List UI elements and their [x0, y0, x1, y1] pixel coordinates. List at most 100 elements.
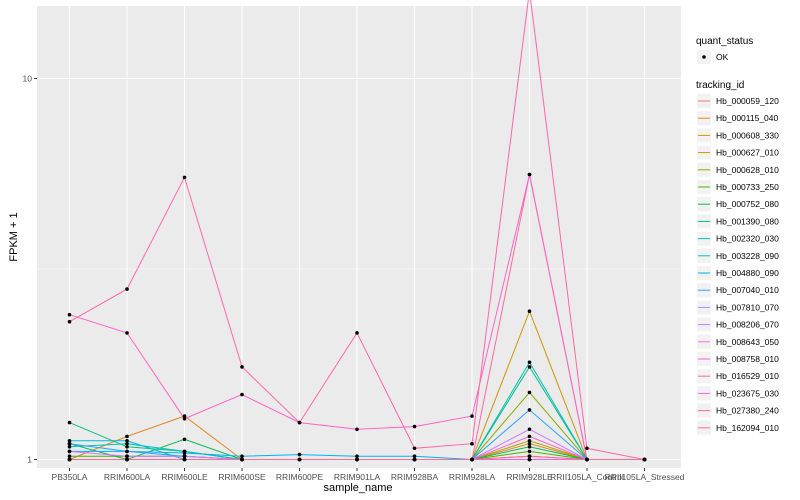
- data-point: [67, 457, 72, 462]
- data-point: [125, 457, 129, 462]
- x-tick-label: RRII105LA_Control: [550, 472, 624, 482]
- legend-title-quant-status: quant_status: [696, 36, 753, 47]
- data-point: [182, 175, 187, 180]
- data-point: [527, 172, 532, 177]
- legend-label-series: Hb_004880_090: [716, 268, 779, 278]
- data-point: [297, 457, 302, 462]
- plot-background: [37, 6, 681, 468]
- data-point: [412, 457, 417, 462]
- legend-label-series: Hb_000608_330: [716, 130, 779, 140]
- data-point: [470, 457, 474, 462]
- data-point: [470, 441, 474, 446]
- data-point: [67, 441, 72, 446]
- y-tick-label: 10: [23, 74, 33, 84]
- data-point: [67, 312, 72, 317]
- data-point: [527, 454, 532, 459]
- legend-label-series: Hb_001390_080: [716, 216, 779, 226]
- data-point: [240, 392, 244, 397]
- legend-label-series: Hb_008758_010: [716, 354, 779, 364]
- data-point: [527, 408, 532, 412]
- data-point: [67, 454, 72, 459]
- data-point: [527, 439, 532, 443]
- data-point: [125, 441, 129, 446]
- x-tick-label: PB350LA: [52, 472, 88, 482]
- data-point: [355, 427, 359, 432]
- legend-label-series: Hb_000115_040: [716, 113, 779, 123]
- legend-label-series: Hb_000627_010: [716, 148, 779, 158]
- data-point: [527, 434, 532, 439]
- data-point: [182, 457, 187, 462]
- data-point: [527, 457, 532, 462]
- data-point: [125, 449, 129, 454]
- data-point: [125, 445, 129, 449]
- data-point: [585, 457, 589, 462]
- data-point: [125, 331, 129, 335]
- data-point: [355, 454, 359, 459]
- legend-label-series: Hb_162094_010: [716, 423, 779, 433]
- data-point: [182, 414, 187, 418]
- legend-label-series: Hb_023675_030: [716, 388, 779, 398]
- data-point: [67, 319, 72, 324]
- data-point: [355, 331, 359, 335]
- data-point: [182, 437, 187, 442]
- data-point: [240, 457, 244, 462]
- legend-title-tracking-id: tracking_id: [696, 80, 744, 91]
- legend-label-series: Hb_000733_250: [716, 182, 779, 192]
- x-tick-label: RRIM600PE: [276, 472, 324, 482]
- x-tick-label: RRIM928BA: [391, 472, 439, 482]
- legend-label-series: Hb_000628_010: [716, 165, 779, 175]
- x-tick-label: RRIM928LA: [449, 472, 496, 482]
- legend-series-entries: Hb_000059_120 Hb_000115_040 Hb_000608_330 H…: [697, 94, 779, 435]
- x-tick-label: RRIM928LE: [506, 472, 553, 482]
- legend-label-series: Hb_007810_070: [716, 302, 779, 312]
- data-point: [527, 449, 532, 454]
- data-point: [527, 365, 532, 369]
- data-point: [67, 449, 72, 454]
- legend: quant_status OK tracking_id Hb_000059_12…: [696, 36, 779, 435]
- data-point: [527, 390, 532, 395]
- x-axis-title: sample_name: [323, 482, 392, 494]
- data-point: [585, 446, 589, 451]
- data-point: [527, 360, 532, 365]
- x-tick-label: RRIM600SE: [218, 472, 266, 482]
- data-point: [412, 454, 417, 459]
- data-point: [67, 439, 72, 443]
- data-point: [182, 416, 187, 421]
- data-point: [527, 427, 532, 432]
- x-axis-ticks: PB350LA RRIM600LA RRIM600LE RRIM600SE RRIM60…: [52, 468, 685, 482]
- legend-label-series: Hb_027380_240: [716, 406, 779, 416]
- x-tick-label: RRIM600LE: [161, 472, 208, 482]
- legend-label-series: Hb_000752_080: [716, 199, 779, 209]
- legend-key-ok-point: [702, 55, 706, 59]
- data-point: [297, 420, 302, 425]
- data-point: [67, 445, 72, 449]
- y-axis-title: FPKM + 1: [8, 212, 20, 261]
- data-point: [527, 441, 532, 446]
- x-tick-label: RRIM901LA: [334, 472, 381, 482]
- legend-label-series: Hb_000059_120: [716, 96, 779, 106]
- legend-label-series: Hb_002320_030: [716, 234, 779, 244]
- y-tick-label: 1: [27, 455, 32, 465]
- data-point: [642, 457, 647, 462]
- data-point: [527, 445, 532, 449]
- x-tick-label: RRII105LA_Stressed: [605, 472, 685, 482]
- data-point: [240, 365, 244, 369]
- data-point: [125, 439, 129, 443]
- data-point: [125, 434, 129, 439]
- data-point: [412, 424, 417, 429]
- legend-label-series: Hb_008643_050: [716, 337, 779, 347]
- legend-label-series: Hb_007040_010: [716, 285, 779, 295]
- legend-label-series: Hb_003228_090: [716, 251, 779, 261]
- data-point: [470, 414, 474, 418]
- y-axis-ticks: 1 10: [23, 74, 37, 465]
- legend-label-series: Hb_016529_010: [716, 371, 779, 381]
- data-point: [182, 454, 187, 459]
- data-point: [125, 454, 129, 459]
- legend-label-series: Hb_008206_070: [716, 320, 779, 330]
- data-point: [412, 446, 417, 451]
- data-point: [240, 454, 244, 459]
- data-point: [67, 420, 72, 425]
- data-point: [297, 452, 302, 457]
- data-point: [182, 451, 187, 455]
